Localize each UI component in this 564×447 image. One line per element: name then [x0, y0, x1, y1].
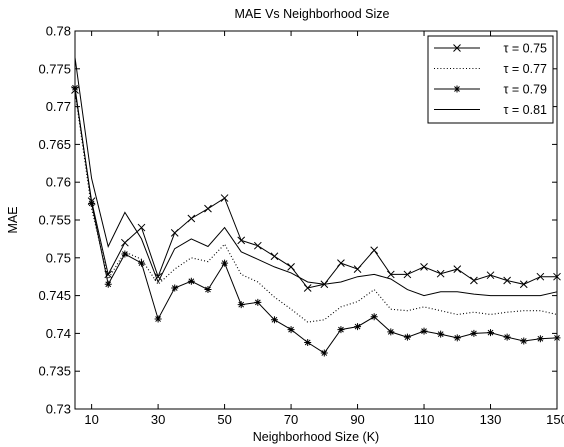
data-point [270, 252, 279, 261]
data-point [187, 214, 196, 223]
data-point [320, 349, 328, 357]
y-tick-label: 0.755 [38, 213, 71, 228]
x-axis-title: Neighborhood Size (K) [253, 430, 379, 444]
x-tick-label: 150 [546, 412, 564, 427]
data-point [303, 284, 312, 292]
data-point [420, 327, 428, 335]
data-point [403, 270, 412, 279]
series-line [74, 57, 558, 297]
legend-box [427, 35, 554, 124]
data-point [354, 323, 362, 331]
legend-label: τ = 0.79 [503, 83, 547, 97]
data-point [287, 263, 295, 271]
series-0-77 [74, 91, 558, 323]
data-point [437, 330, 445, 338]
y-tick-label: 0.75 [46, 250, 71, 265]
data-point [121, 250, 129, 258]
data-point [304, 338, 312, 346]
data-point [237, 236, 246, 245]
y-tick-label: 0.76 [46, 175, 71, 190]
y-tick-label: 0.765 [38, 137, 71, 152]
x-tick-label: 90 [350, 412, 364, 427]
data-point [436, 269, 445, 278]
x-tick-label: 130 [480, 412, 502, 427]
data-point [420, 263, 428, 271]
data-point [220, 194, 229, 202]
legend-label: τ = 0.81 [503, 103, 547, 117]
data-point [121, 238, 129, 247]
y-axis-title: MAE [6, 206, 20, 233]
data-point [270, 316, 278, 324]
y-tick-label: 0.77 [46, 99, 71, 114]
data-point [71, 84, 79, 92]
data-point [519, 280, 528, 289]
data-point [470, 329, 478, 337]
legend-marker [453, 85, 461, 93]
data-point [170, 228, 179, 237]
data-point [137, 223, 146, 232]
legend: τ = 0.75 τ = 0.77 τ = 0.79 τ = 0.81 [427, 35, 554, 124]
data-point [486, 271, 495, 280]
data-point [536, 335, 544, 343]
legend-label: τ = 0.75 [503, 42, 547, 56]
data-point [171, 284, 179, 292]
series-layer [71, 57, 561, 357]
data-point [154, 315, 162, 323]
data-point [237, 301, 245, 309]
data-point [137, 259, 145, 267]
series-line [74, 89, 557, 289]
data-point [503, 333, 511, 341]
data-point [520, 337, 528, 345]
data-point [370, 246, 379, 255]
data-point [553, 272, 561, 281]
data-point [253, 241, 262, 250]
y-tick-label: 0.775 [38, 61, 71, 76]
data-point [470, 276, 478, 285]
y-tick-label: 0.74 [46, 326, 71, 341]
series-line [74, 91, 558, 323]
chart-title: MAE Vs Neighborhood Size [235, 7, 390, 21]
legend-label: τ = 0.77 [503, 62, 547, 76]
data-point [287, 326, 295, 334]
y-tick-label: 0.745 [38, 288, 71, 303]
legend-marker [453, 44, 461, 52]
data-point [403, 333, 411, 341]
data-point [88, 199, 96, 207]
data-point [353, 265, 362, 273]
series-line [74, 87, 558, 354]
x-tick-label: 50 [217, 412, 231, 427]
data-point [370, 313, 378, 321]
data-point [204, 204, 212, 213]
data-point [453, 334, 461, 342]
data-point [254, 298, 262, 306]
data-point [154, 272, 162, 281]
data-point [337, 326, 345, 334]
x-tick-label: 10 [84, 412, 98, 427]
data-point [204, 286, 212, 294]
data-point [386, 270, 395, 279]
y-tick-label: 0.73 [46, 402, 71, 417]
data-point [187, 277, 195, 285]
data-point [387, 328, 395, 336]
data-point [453, 265, 462, 273]
data-point [487, 329, 495, 337]
x-tick-label: 110 [414, 412, 435, 427]
x-tick-label: 30 [151, 412, 165, 427]
data-point [221, 259, 229, 267]
y-axis: 0.73 0.735 0.74 0.745 0.75 0.755 0.76 0.765 0.77… [38, 24, 557, 417]
x-axis: 10 30 50 70 90 110 130 150 [84, 31, 564, 427]
y-tick-label: 0.735 [38, 364, 71, 379]
data-point [503, 276, 511, 285]
data-point [553, 334, 561, 342]
series-0-81 [74, 57, 558, 297]
data-point [337, 259, 345, 267]
data-point [104, 280, 112, 288]
data-point [536, 272, 545, 281]
y-tick-label: 0.78 [46, 24, 71, 39]
x-tick-label: 70 [284, 412, 298, 427]
series-0-79 [71, 84, 561, 357]
